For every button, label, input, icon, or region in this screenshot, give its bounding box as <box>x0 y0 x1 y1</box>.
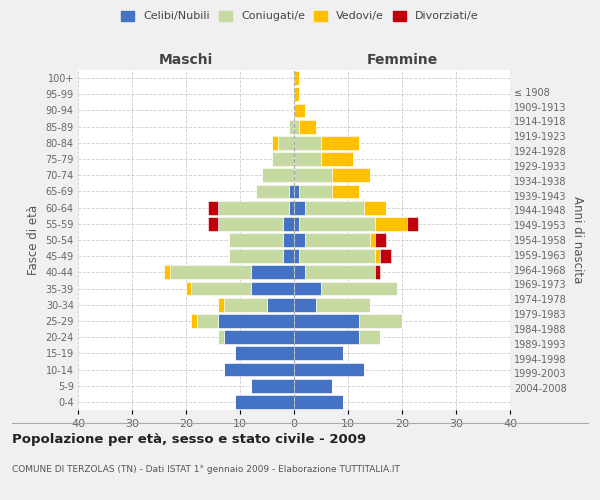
Bar <box>164 266 170 280</box>
Bar <box>235 395 294 409</box>
Bar <box>294 104 305 118</box>
Bar <box>299 250 375 263</box>
Bar <box>218 217 283 230</box>
Bar <box>218 200 289 214</box>
Bar <box>289 120 294 134</box>
Bar <box>332 184 359 198</box>
Bar <box>294 314 359 328</box>
Bar <box>191 314 197 328</box>
Bar <box>278 136 294 149</box>
Bar <box>370 233 375 247</box>
Bar <box>294 184 299 198</box>
Y-axis label: Fasce di età: Fasce di età <box>27 205 40 275</box>
Bar <box>208 200 218 214</box>
Bar <box>294 362 364 376</box>
Bar <box>305 266 375 280</box>
Bar <box>294 200 305 214</box>
Bar <box>294 298 316 312</box>
Bar <box>251 282 294 296</box>
Bar <box>289 184 294 198</box>
Text: Popolazione per età, sesso e stato civile - 2009: Popolazione per età, sesso e stato civil… <box>12 432 366 446</box>
Bar <box>224 362 294 376</box>
Bar <box>191 282 251 296</box>
Bar <box>375 233 386 247</box>
Bar <box>272 152 294 166</box>
Bar <box>197 314 218 328</box>
Bar <box>294 71 299 85</box>
Bar <box>294 395 343 409</box>
Bar <box>218 314 294 328</box>
Bar <box>229 250 283 263</box>
Bar <box>294 136 321 149</box>
Bar <box>224 330 294 344</box>
Bar <box>224 298 267 312</box>
Bar <box>218 330 224 344</box>
Bar <box>380 250 391 263</box>
Bar <box>294 233 305 247</box>
Bar <box>305 200 364 214</box>
Bar <box>251 379 294 392</box>
Bar <box>283 217 294 230</box>
Text: COMUNE DI TERZOLAS (TN) - Dati ISTAT 1° gennaio 2009 - Elaborazione TUTTITALIA.I: COMUNE DI TERZOLAS (TN) - Dati ISTAT 1° … <box>12 466 400 474</box>
Bar <box>294 330 359 344</box>
Bar <box>294 346 343 360</box>
Bar <box>321 282 397 296</box>
Bar <box>208 217 218 230</box>
Bar <box>294 217 299 230</box>
Bar <box>359 314 402 328</box>
Bar <box>256 184 289 198</box>
Bar <box>251 266 294 280</box>
Bar <box>294 266 305 280</box>
Bar <box>218 298 224 312</box>
Bar <box>272 136 278 149</box>
Bar <box>407 217 418 230</box>
Bar <box>316 298 370 312</box>
Bar <box>289 200 294 214</box>
Bar <box>299 120 316 134</box>
Text: Femmine: Femmine <box>367 53 437 67</box>
Bar <box>294 168 332 182</box>
Bar <box>229 233 283 247</box>
Y-axis label: Anni di nascita: Anni di nascita <box>571 196 584 284</box>
Bar <box>170 266 251 280</box>
Legend: Celibi/Nubili, Coniugati/e, Vedovi/e, Divorziati/e: Celibi/Nubili, Coniugati/e, Vedovi/e, Di… <box>121 10 479 22</box>
Bar <box>332 168 370 182</box>
Bar <box>294 152 321 166</box>
Bar <box>267 298 294 312</box>
Bar <box>299 217 375 230</box>
Bar <box>321 136 359 149</box>
Text: Maschi: Maschi <box>159 53 213 67</box>
Bar <box>359 330 380 344</box>
Bar <box>375 266 380 280</box>
Bar <box>321 152 353 166</box>
Bar <box>294 88 299 101</box>
Bar <box>262 168 294 182</box>
Bar <box>186 282 191 296</box>
Bar <box>299 184 332 198</box>
Bar <box>305 233 370 247</box>
Bar <box>375 217 407 230</box>
Bar <box>283 233 294 247</box>
Bar <box>283 250 294 263</box>
Bar <box>235 346 294 360</box>
Bar <box>294 250 299 263</box>
Bar <box>294 379 332 392</box>
Bar <box>364 200 386 214</box>
Bar <box>294 120 299 134</box>
Bar <box>294 282 321 296</box>
Bar <box>375 250 380 263</box>
